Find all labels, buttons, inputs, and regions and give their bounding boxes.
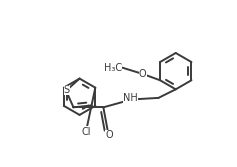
Text: O: O bbox=[105, 130, 113, 140]
Text: O: O bbox=[139, 69, 146, 79]
Text: O: O bbox=[139, 69, 146, 79]
Text: NH: NH bbox=[123, 93, 138, 103]
Text: Cl: Cl bbox=[81, 127, 91, 137]
Text: S: S bbox=[64, 85, 70, 95]
Text: O: O bbox=[105, 130, 113, 140]
Text: NH: NH bbox=[123, 93, 138, 103]
Text: H₃C: H₃C bbox=[104, 63, 122, 73]
Text: H₃C: H₃C bbox=[104, 63, 122, 73]
Text: S: S bbox=[64, 85, 70, 95]
Text: Cl: Cl bbox=[81, 127, 91, 137]
